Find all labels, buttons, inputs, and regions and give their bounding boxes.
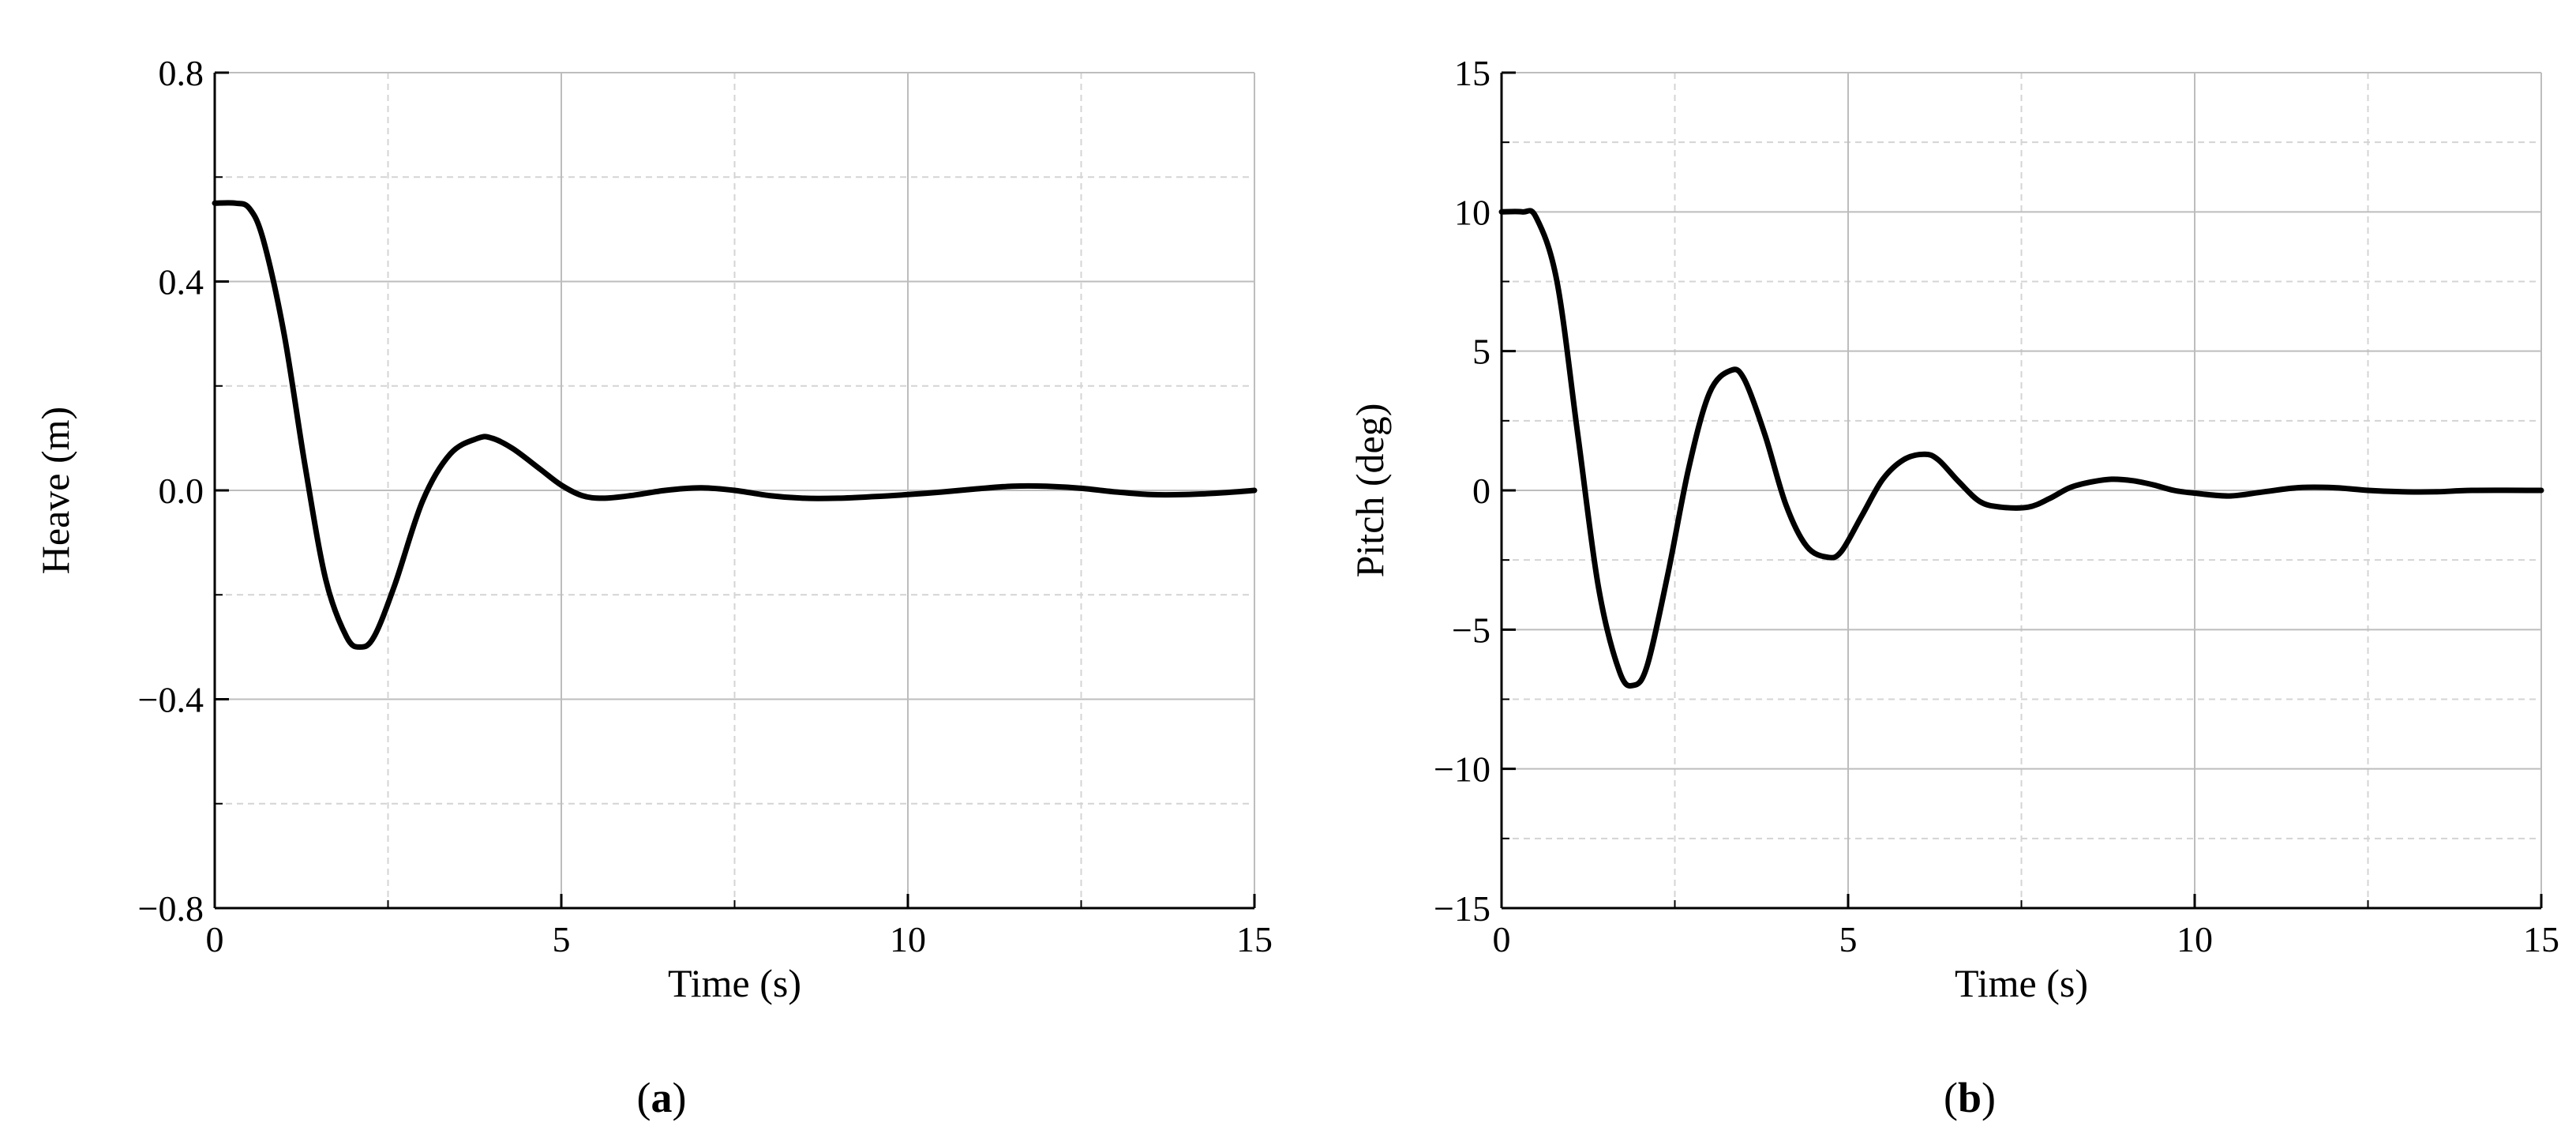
y-tick-label: 0.0: [159, 471, 204, 511]
x-axis-title: Time (s): [1955, 961, 2088, 1005]
y-tick-label: 0.8: [159, 53, 204, 93]
y-tick-label: −15: [1434, 888, 1490, 929]
x-tick-label: 10: [890, 919, 926, 959]
x-axis-title: Time (s): [668, 961, 801, 1005]
y-tick-label: −0.8: [138, 888, 204, 929]
y-tick-label: 10: [1454, 192, 1490, 232]
y-tick-label: −5: [1452, 610, 1490, 650]
y-axis-title: Heave (m): [33, 407, 77, 574]
x-tick-label: 10: [2177, 919, 2213, 959]
y-tick-label: 5: [1472, 332, 1490, 372]
y-tick-label: 0: [1472, 471, 1490, 511]
series-line: [1498, 208, 2544, 689]
x-tick-label: 15: [2523, 919, 2559, 959]
y-tick-label: −0.4: [138, 680, 204, 720]
y-tick-label: 15: [1454, 53, 1490, 93]
chart-pitch: 0 5 10 15 −15 −10 −5 0 5 10 15 Time (s) Pitch (deg): [1348, 53, 2559, 1005]
y-tick-label: 0.4: [159, 262, 204, 302]
x-tick-label: 0: [206, 919, 224, 959]
x-tick-label: 0: [1493, 919, 1511, 959]
x-tick-label: 15: [1236, 919, 1273, 959]
y-tick-label: −10: [1434, 749, 1490, 790]
panel-label-b: (b): [1944, 1074, 1996, 1121]
x-tick-label: 5: [1839, 919, 1858, 959]
x-tick-label: 5: [553, 919, 571, 959]
series-line: [212, 200, 1258, 650]
chart-heave: 0 5 10 15 −0.8 −0.4 0.0 0.4 0.8 Time (s) Heave (m): [33, 53, 1273, 1005]
panel-label-a: (a): [637, 1074, 687, 1121]
y-axis-title: Pitch (deg): [1348, 404, 1392, 578]
